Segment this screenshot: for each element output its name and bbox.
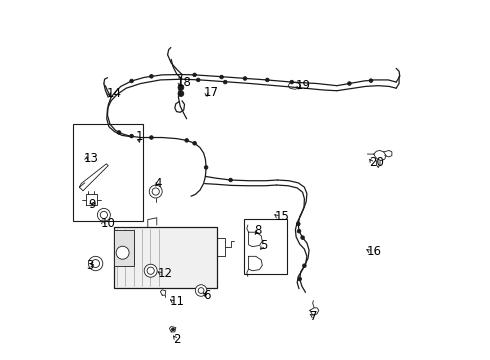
Circle shape: [297, 229, 301, 233]
Circle shape: [172, 328, 174, 331]
Circle shape: [193, 141, 196, 145]
Text: 19: 19: [295, 79, 310, 92]
Text: 11: 11: [170, 295, 185, 308]
Circle shape: [178, 85, 184, 90]
Circle shape: [152, 188, 159, 195]
Circle shape: [198, 288, 204, 293]
Text: 18: 18: [176, 76, 192, 89]
Circle shape: [369, 79, 373, 82]
Circle shape: [149, 136, 153, 139]
Text: 9: 9: [88, 198, 96, 211]
Circle shape: [347, 82, 351, 85]
Circle shape: [196, 78, 200, 82]
Text: 8: 8: [255, 224, 262, 237]
Circle shape: [116, 246, 129, 259]
Circle shape: [243, 77, 247, 80]
Text: 6: 6: [204, 289, 211, 302]
Circle shape: [117, 131, 121, 134]
Bar: [73, 124, 143, 221]
Text: 2: 2: [173, 333, 180, 346]
Circle shape: [144, 264, 157, 277]
Circle shape: [149, 75, 153, 78]
Text: 4: 4: [154, 177, 162, 190]
Circle shape: [88, 256, 103, 271]
Text: 7: 7: [310, 310, 318, 323]
Circle shape: [229, 178, 232, 182]
Circle shape: [303, 264, 306, 267]
Circle shape: [290, 80, 294, 84]
Text: 12: 12: [158, 267, 173, 280]
Circle shape: [147, 267, 154, 274]
Text: 10: 10: [100, 217, 115, 230]
Circle shape: [266, 78, 269, 82]
Circle shape: [149, 185, 162, 198]
Circle shape: [130, 79, 133, 83]
Circle shape: [301, 236, 304, 239]
Text: 5: 5: [260, 239, 268, 252]
Circle shape: [193, 73, 196, 77]
Circle shape: [98, 208, 110, 221]
Text: 14: 14: [106, 87, 122, 100]
Bar: [114, 227, 217, 288]
Circle shape: [92, 260, 99, 267]
Circle shape: [223, 80, 227, 84]
Circle shape: [296, 222, 300, 226]
Circle shape: [100, 211, 107, 219]
Circle shape: [204, 166, 208, 169]
Circle shape: [178, 91, 184, 96]
Text: 13: 13: [84, 152, 98, 165]
Bar: [114, 230, 134, 266]
Text: 16: 16: [367, 245, 382, 258]
Circle shape: [196, 285, 207, 296]
Text: 17: 17: [204, 86, 219, 99]
Text: 3: 3: [87, 259, 94, 272]
Circle shape: [185, 139, 189, 142]
Text: 20: 20: [369, 156, 384, 169]
Circle shape: [130, 134, 133, 138]
Text: 15: 15: [274, 210, 290, 223]
Circle shape: [298, 277, 301, 281]
Text: 1: 1: [135, 130, 143, 143]
Bar: [245, 219, 287, 274]
Circle shape: [220, 75, 223, 79]
